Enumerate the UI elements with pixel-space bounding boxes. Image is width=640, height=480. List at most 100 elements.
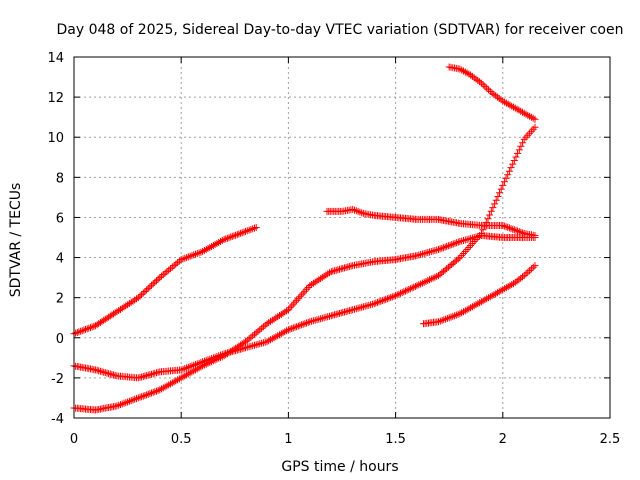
data-point bbox=[72, 329, 80, 337]
data-point bbox=[143, 391, 151, 399]
data-point bbox=[387, 294, 395, 301]
data-point bbox=[291, 298, 299, 306]
data-point bbox=[286, 325, 294, 333]
data-point bbox=[202, 246, 210, 253]
data-point bbox=[443, 314, 451, 322]
y-tick-label: 4 bbox=[56, 252, 64, 267]
data-point bbox=[188, 362, 196, 370]
data-point bbox=[225, 234, 233, 242]
data-point bbox=[427, 275, 435, 283]
data-point bbox=[510, 280, 517, 288]
data-point bbox=[520, 272, 528, 280]
data-point bbox=[209, 357, 217, 365]
data-point bbox=[283, 307, 291, 315]
data-point bbox=[153, 277, 160, 285]
data-point bbox=[168, 263, 176, 271]
data-point bbox=[288, 302, 296, 310]
data-point bbox=[451, 239, 459, 247]
data-point bbox=[289, 324, 297, 332]
data-point bbox=[200, 247, 208, 254]
data-point bbox=[479, 297, 487, 305]
data-point bbox=[524, 111, 532, 119]
data-point bbox=[122, 302, 130, 310]
data-point bbox=[491, 200, 499, 208]
x-tick-label: 2 bbox=[499, 432, 507, 447]
data-point bbox=[454, 310, 462, 318]
data-point bbox=[291, 323, 299, 331]
data-point bbox=[220, 236, 228, 243]
data-point bbox=[527, 265, 535, 273]
data-point bbox=[245, 335, 253, 343]
data-point bbox=[452, 311, 460, 319]
data-point bbox=[144, 284, 152, 292]
data-point bbox=[240, 228, 248, 236]
data-point bbox=[476, 78, 484, 86]
data-point bbox=[400, 288, 408, 296]
data-point bbox=[186, 252, 194, 260]
data-point bbox=[113, 308, 121, 316]
data-point bbox=[197, 248, 205, 256]
data-point bbox=[515, 146, 523, 154]
data-point bbox=[420, 278, 428, 286]
data-point bbox=[383, 295, 391, 303]
data-point bbox=[472, 301, 480, 309]
data-point bbox=[82, 325, 89, 333]
data-point bbox=[529, 114, 537, 122]
data-point bbox=[526, 267, 534, 275]
data-point bbox=[184, 363, 192, 371]
data-point bbox=[206, 244, 214, 251]
data-point bbox=[309, 279, 317, 287]
data-point bbox=[349, 205, 357, 213]
data-point bbox=[122, 399, 130, 407]
data-point bbox=[304, 318, 312, 326]
data-point bbox=[215, 239, 223, 246]
data-point bbox=[451, 312, 459, 320]
data-point bbox=[279, 329, 287, 337]
data-point bbox=[470, 74, 478, 82]
data-point bbox=[522, 270, 530, 278]
data-point bbox=[508, 102, 516, 110]
data-point bbox=[170, 262, 178, 270]
y-tick-label: 2 bbox=[56, 292, 64, 307]
data-point bbox=[460, 308, 467, 316]
x-tick-label: 1.5 bbox=[385, 432, 406, 447]
data-point bbox=[293, 323, 301, 331]
data-point bbox=[522, 110, 530, 118]
data-point bbox=[531, 123, 539, 131]
data-point bbox=[268, 335, 276, 343]
data-point bbox=[505, 224, 513, 232]
data-point bbox=[388, 293, 396, 301]
data-point bbox=[141, 288, 149, 295]
data-point bbox=[124, 301, 132, 309]
data-point bbox=[73, 329, 81, 336]
data-point bbox=[356, 208, 364, 216]
data-point bbox=[149, 280, 157, 288]
data-point bbox=[88, 323, 96, 331]
data-point bbox=[390, 292, 398, 300]
data-point bbox=[243, 336, 251, 344]
data-point bbox=[222, 235, 230, 243]
data-point bbox=[288, 325, 296, 332]
data-point bbox=[438, 244, 446, 252]
data-point bbox=[281, 308, 289, 316]
data-point bbox=[148, 281, 155, 289]
data-point bbox=[322, 271, 330, 279]
data-point bbox=[151, 388, 159, 396]
data-point bbox=[502, 223, 510, 231]
data-point bbox=[370, 300, 378, 308]
data-point bbox=[165, 381, 173, 389]
data-point bbox=[259, 323, 267, 331]
data-point bbox=[422, 278, 430, 285]
data-point bbox=[500, 178, 508, 186]
data-point bbox=[279, 309, 287, 317]
data-point bbox=[483, 295, 491, 303]
data-point bbox=[393, 291, 401, 299]
data-point bbox=[199, 248, 207, 255]
data-point bbox=[513, 105, 521, 113]
data-point bbox=[85, 324, 93, 332]
data-point bbox=[531, 115, 539, 123]
data-point bbox=[154, 275, 162, 283]
data-point bbox=[213, 355, 221, 363]
data-point bbox=[439, 244, 447, 252]
data-point bbox=[136, 292, 144, 300]
